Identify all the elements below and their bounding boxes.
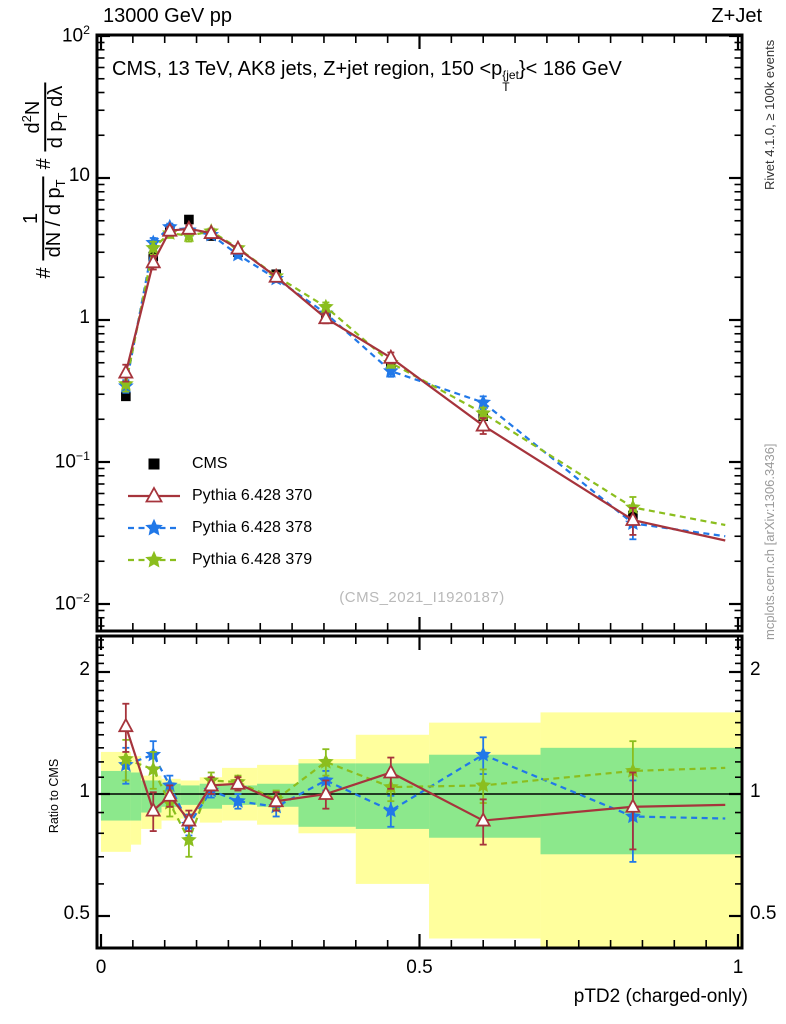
legend-item-pythia-379: Pythia 6.428 379 [126,544,312,576]
legend-label-cms: CMS [192,455,228,472]
data-point-triangle [229,239,246,255]
data-point-star [475,746,492,762]
legend-label-pythia-378: Pythia 6.428 378 [192,519,313,536]
series-pythia-6-428-370 [117,219,726,851]
rivet-version-note: Rivet 4.1.0, ≥ 100k events [762,39,777,190]
data-point-star [145,761,162,777]
data-point-square [184,214,194,225]
blue-star-marker-icon [128,518,180,536]
main-curve [124,230,726,527]
cms-marker-icon [148,458,160,470]
data-point-triangle [145,801,162,817]
data-point-triangle [382,763,399,779]
data-point-triangle [117,717,134,733]
data-point-triangle [117,363,134,379]
legend-label-pythia-379: Pythia 6.428 379 [192,551,313,568]
triangle-marker-icon [128,486,180,503]
legend-item-cms: CMS [126,448,312,480]
legend-item-pythia-378: Pythia 6.428 378 [126,512,312,544]
data-point-star [145,239,162,255]
legend-item-pythia-370: Pythia 6.428 370 [126,480,312,512]
green-uncertainty-band [180,785,200,805]
legend-label-pythia-370: Pythia 6.428 370 [192,487,313,504]
data-point-triangle [624,797,641,813]
data-point-triangle [268,792,285,808]
data-point-triangle [180,219,197,235]
ratio-uncertainty-bands [101,712,743,947]
data-point-triangle [317,785,334,800]
main-panel-frame [95,33,744,633]
ratio-curve [125,753,726,827]
data-point-triangle [229,774,246,790]
green-star-marker-icon [128,550,180,568]
green-uncertainty-band [540,747,743,855]
data-point-star [383,802,399,818]
data-point-triangle [475,811,492,827]
data-point-triangle [203,776,220,792]
data-point-triangle [268,267,285,283]
data-point-triangle [317,309,334,325]
data-point-triangle [382,348,399,364]
data-point-star [118,750,134,766]
legend: CMS Pythia 6.428 370 Pythia 6.428 378 Py… [126,448,312,576]
data-point-star [181,831,197,847]
axes-and-ticks [95,33,744,950]
data-point-star [118,375,134,391]
main-curve [124,225,726,538]
data-point-triangle [203,224,220,239]
ratio-panel-frame [95,634,744,950]
green-uncertainty-band [130,772,142,821]
data-point-triangle [145,253,162,269]
data-point-star [475,777,492,793]
data-point-triangle [180,811,197,827]
data-point-triangle [624,511,641,526]
data-point-star [318,753,334,769]
data-point-square [121,391,131,402]
data-point-star [475,405,492,420]
green-uncertainty-band [222,785,258,805]
mcplots-reference-note: mcplots.cern.ch [arXiv:1306.3436] [762,443,777,640]
data-point-star [383,362,399,378]
data-point-triangle [475,416,492,432]
data-point-star [230,792,246,808]
data-point-triangle [161,221,178,237]
data-point-triangle [161,786,178,802]
